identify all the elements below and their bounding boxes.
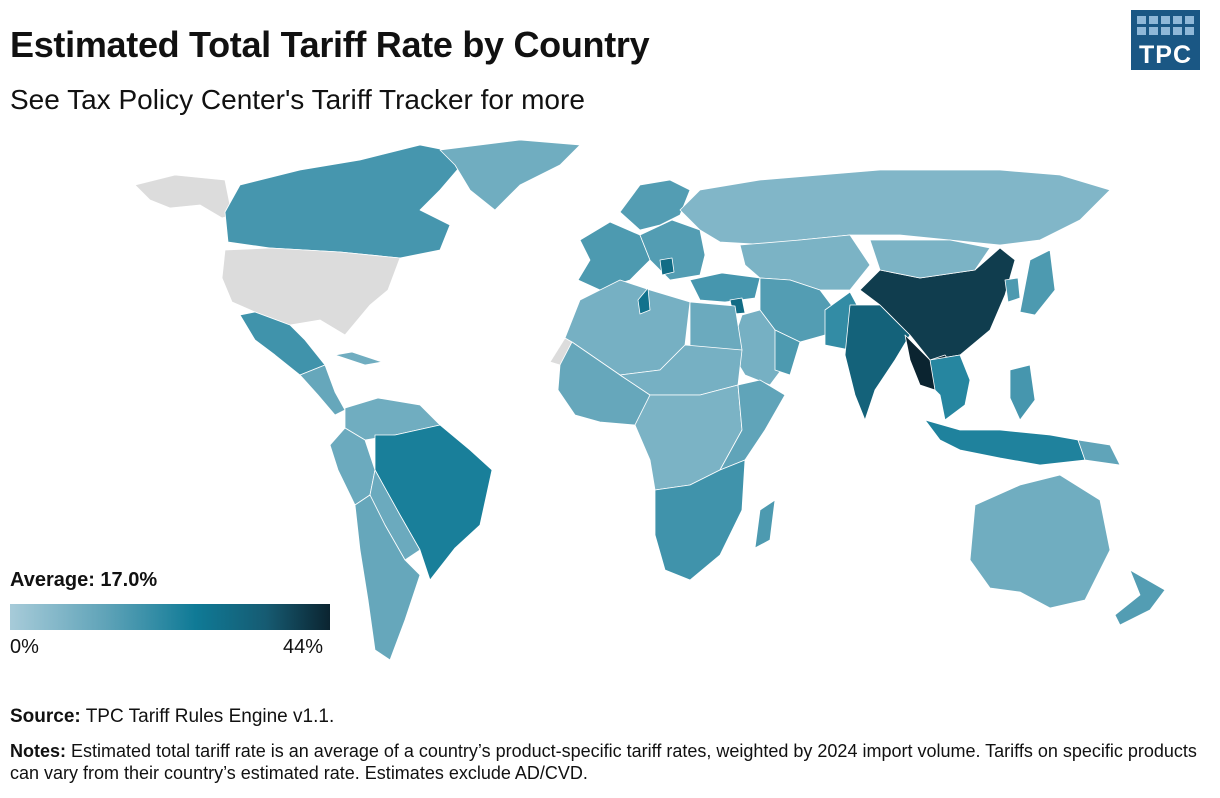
notes-text: Estimated total tariff rate is an averag… — [10, 741, 1197, 783]
region-thailand-vietnam — [929, 354, 971, 421]
legend-average: Average: 17.0% — [10, 569, 158, 591]
region-philippines — [1009, 364, 1036, 421]
region-cuba — [334, 351, 383, 366]
region-indonesia — [924, 419, 1086, 466]
region-egypt — [689, 301, 743, 353]
legend-color-scale — [10, 604, 330, 630]
region-united-states — [221, 247, 401, 336]
region-central-america — [299, 364, 346, 416]
chart-title: Estimated Total Tariff Rate by Country — [10, 24, 650, 65]
region-madagascar — [754, 499, 776, 549]
notes: Notes: Estimated total tariff rate is an… — [10, 740, 1210, 784]
region-alaska-us — [134, 174, 233, 219]
region-southern-africa — [654, 459, 746, 581]
source-line: Source: TPC Tariff Rules Engine v1.1. — [10, 706, 334, 728]
logo-grid-icon — [1137, 16, 1195, 40]
logo-text: TPC — [1139, 41, 1192, 69]
tpc-logo: TPC — [1131, 10, 1200, 70]
region-canada — [224, 144, 471, 259]
region-korea — [1004, 277, 1021, 303]
region-turkey — [689, 272, 761, 303]
region-serbia — [659, 257, 675, 276]
world-choropleth-map — [134, 139, 1166, 661]
region-australia — [969, 474, 1111, 609]
region-russia — [679, 169, 1111, 246]
region-argentina-chile — [354, 494, 421, 661]
region-eastern-europe — [639, 219, 706, 281]
region-tunisia — [637, 287, 651, 315]
region-central-asia — [739, 234, 871, 291]
legend-max-label: 44% — [283, 636, 324, 658]
region-mongolia — [869, 239, 991, 279]
source-text: TPC Tariff Rules Engine v1.1. — [85, 706, 335, 727]
region-papua-new-guinea — [1077, 439, 1121, 466]
region-greenland — [439, 139, 581, 211]
legend-min-label: 0% — [10, 636, 39, 658]
notes-label: Notes: — [10, 741, 67, 761]
region-oman — [774, 329, 801, 376]
chart-subtitle: See Tax Policy Center's Tariff Tracker f… — [10, 84, 585, 115]
region-new-zealand — [1114, 569, 1166, 626]
source-label: Source: — [10, 706, 81, 727]
region-scandinavia — [619, 179, 691, 231]
region-east-africa — [719, 379, 786, 471]
region-western-europe — [577, 221, 651, 291]
region-japan — [1019, 249, 1056, 316]
